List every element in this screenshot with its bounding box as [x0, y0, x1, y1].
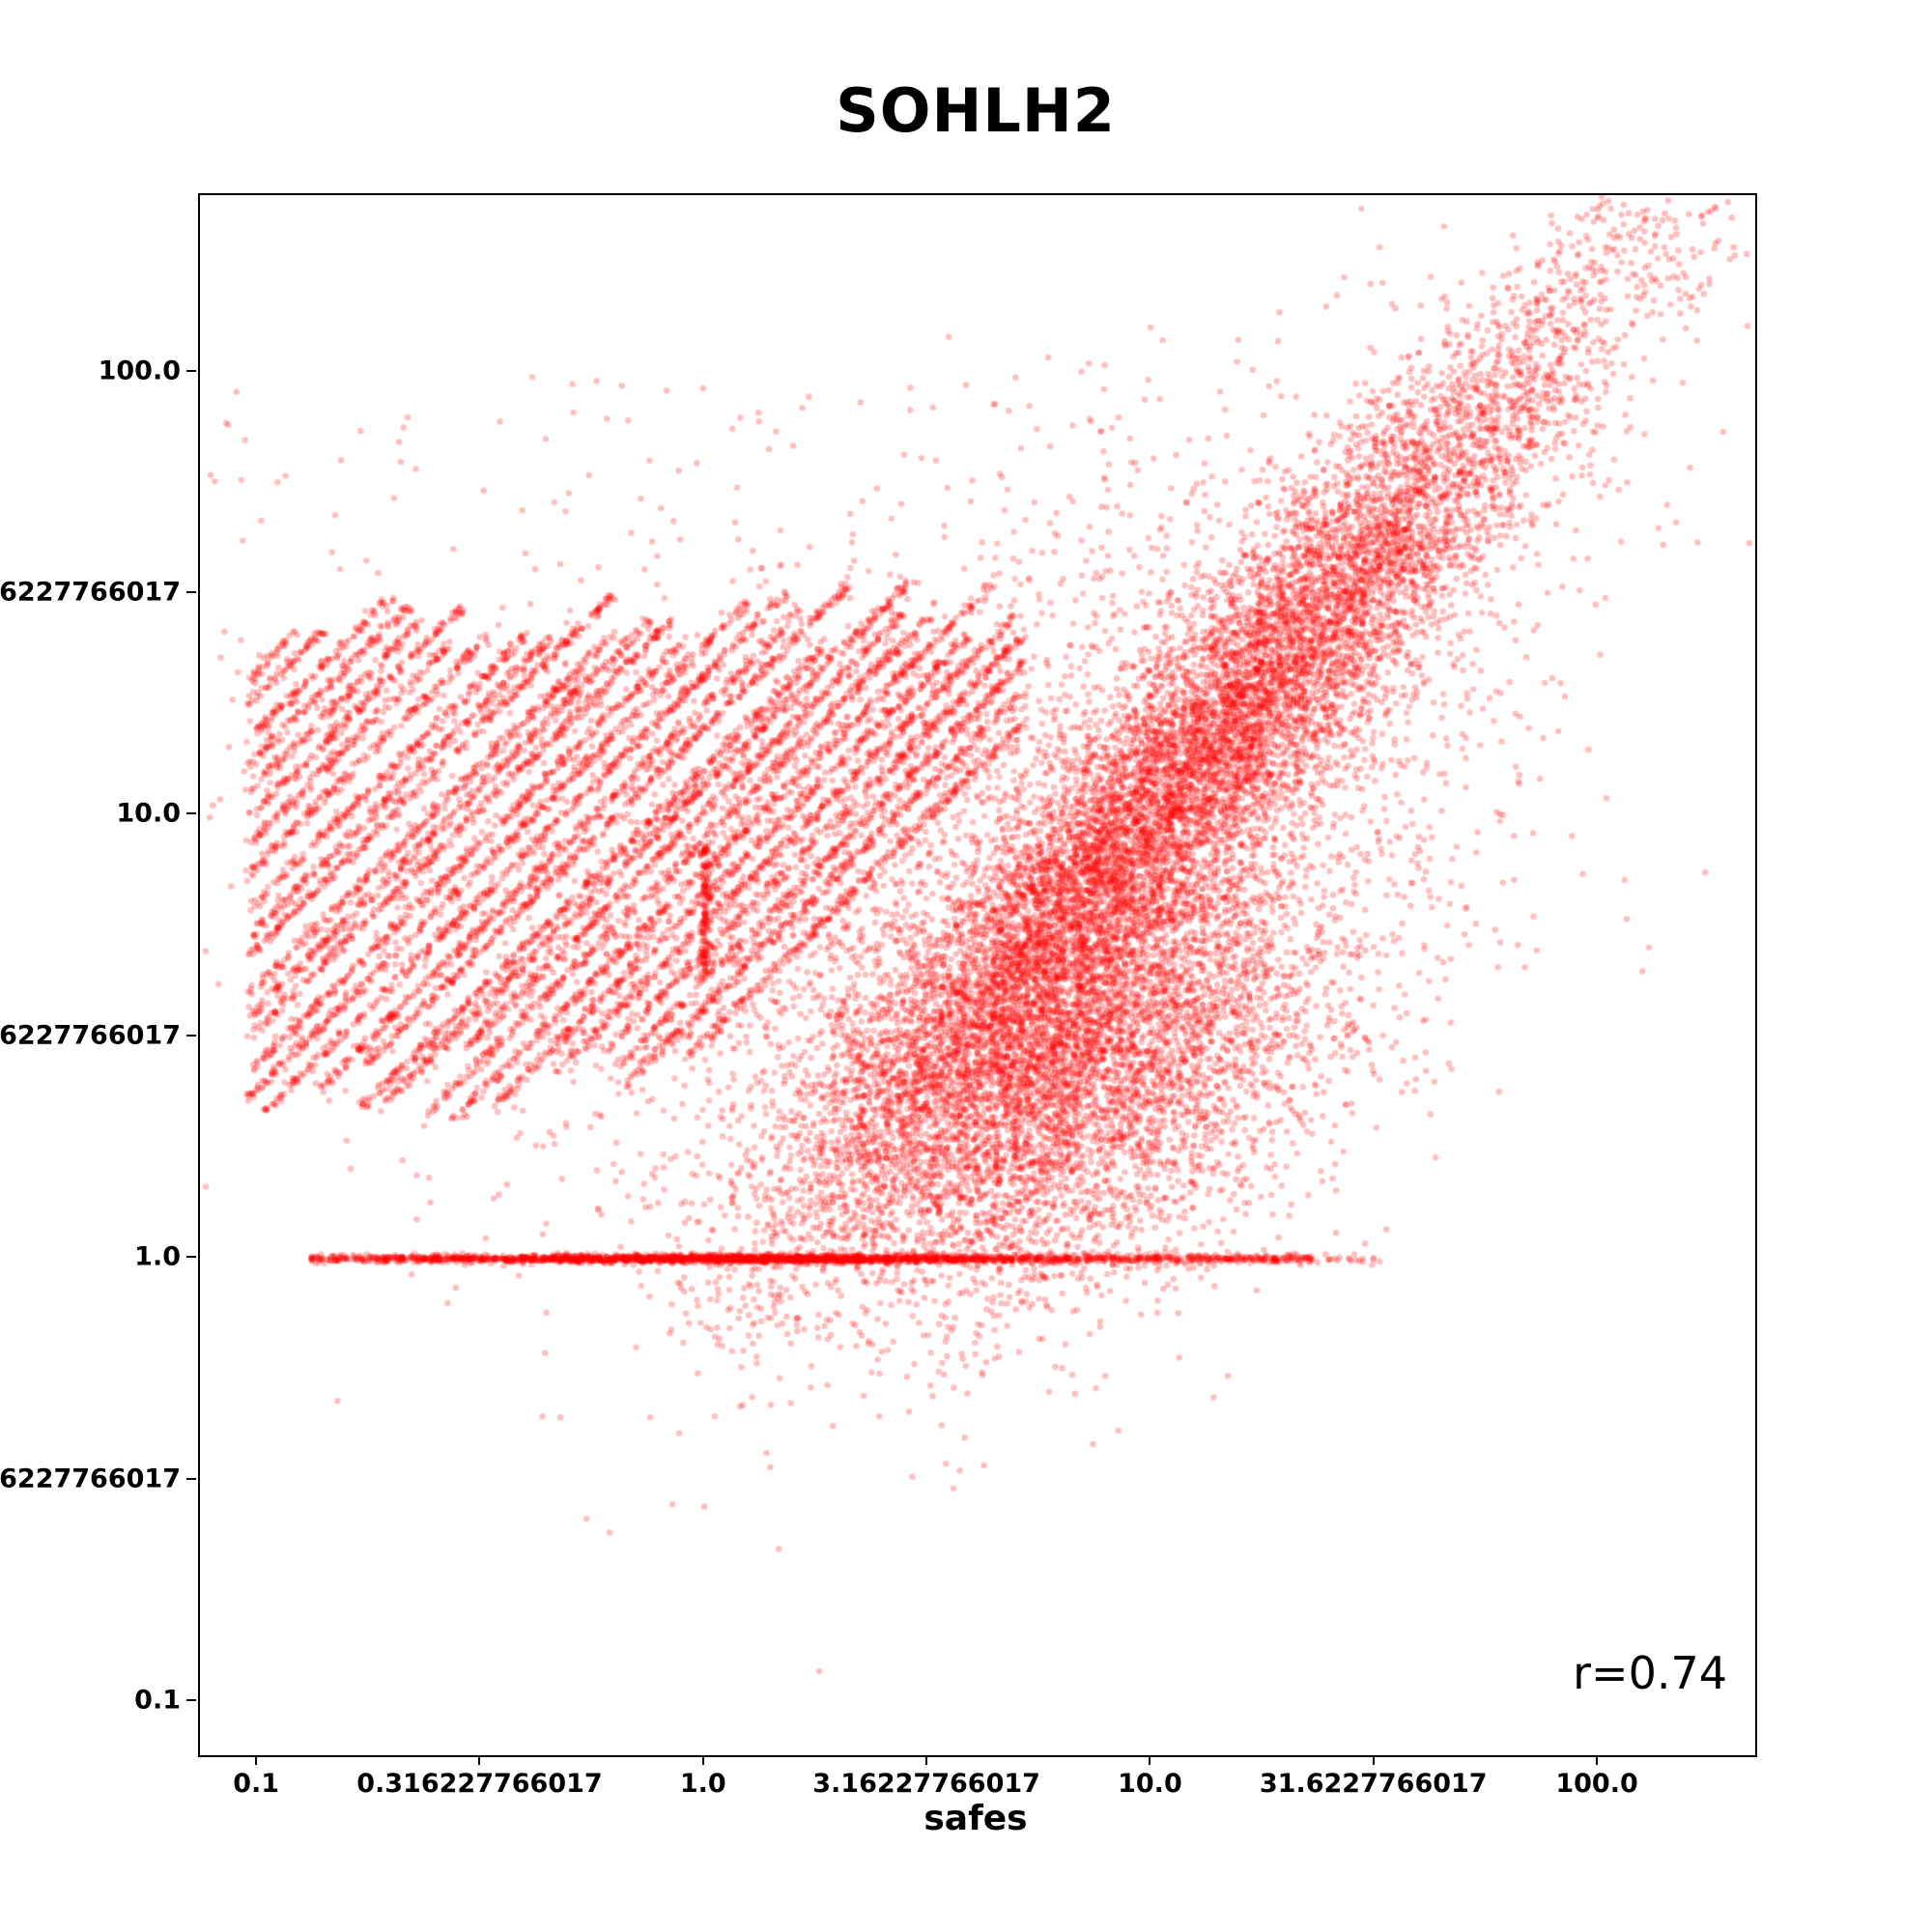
x-tick-label: 10.0 — [1118, 1769, 1182, 1799]
y-tick-label: 0.1 — [134, 1685, 181, 1716]
x-tick-label: 1.0 — [679, 1769, 726, 1799]
y-tick-mark — [186, 369, 196, 372]
chart-title: SOHLH2 — [836, 75, 1116, 146]
y-tick-label: 6227766017 — [0, 1463, 181, 1494]
x-tick-mark — [1372, 1755, 1375, 1765]
x-tick-mark — [1596, 1755, 1599, 1765]
y-tick-mark — [186, 1477, 196, 1480]
x-tick-label: 0.316227766017 — [356, 1769, 603, 1799]
y-tick-mark — [186, 1034, 196, 1037]
y-tick-label: 10.0 — [116, 798, 181, 829]
x-tick-label: 3.16227766017 — [812, 1769, 1040, 1799]
y-tick-label: 6227766017 — [0, 1020, 181, 1051]
x-tick-mark — [1149, 1755, 1151, 1765]
y-tick-label: 6227766017 — [0, 577, 181, 608]
correlation-annotation: r=0.74 — [1573, 1647, 1727, 1699]
plot-area — [198, 193, 1757, 1757]
x-tick-mark — [925, 1755, 928, 1765]
y-tick-mark — [186, 590, 196, 593]
scatter-canvas — [200, 195, 1755, 1755]
x-tick-label: 31.6227766017 — [1259, 1769, 1488, 1799]
y-tick-label: 100.0 — [98, 355, 181, 386]
x-tick-mark — [255, 1755, 258, 1765]
x-tick-mark — [701, 1755, 704, 1765]
x-tick-mark — [478, 1755, 481, 1765]
y-tick-mark — [186, 1698, 196, 1701]
x-axis-label: safes — [923, 1799, 1028, 1838]
x-tick-label: 0.1 — [233, 1769, 280, 1799]
y-tick-label: 1.0 — [134, 1241, 181, 1272]
y-tick-mark — [186, 812, 196, 815]
x-tick-label: 100.0 — [1555, 1769, 1638, 1799]
y-tick-mark — [186, 1256, 196, 1259]
